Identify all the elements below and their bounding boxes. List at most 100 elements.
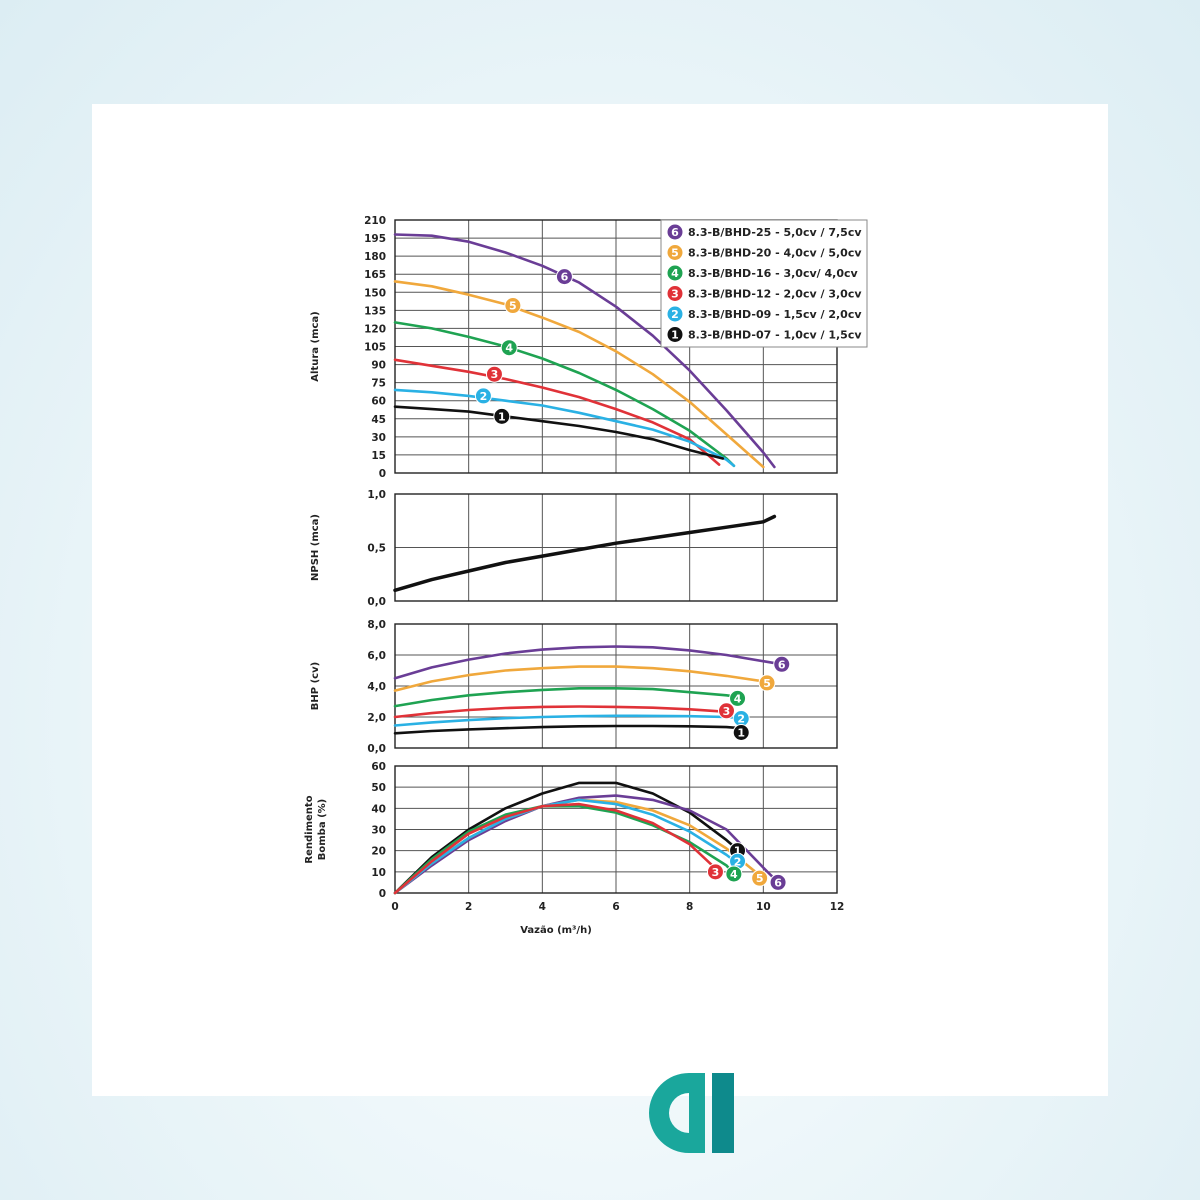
series-marker-6: 6 — [773, 655, 791, 673]
marker-number: 6 — [778, 658, 786, 671]
marker-circle — [666, 305, 684, 323]
y-tick-label: 15 — [371, 450, 386, 462]
x-axis-label: Vazão (m³/h) — [520, 925, 592, 936]
y-tick-label: 120 — [364, 323, 386, 335]
y-axis-label: BHP (cv) — [310, 662, 321, 710]
y-tick-label: 150 — [364, 287, 386, 299]
marker-number: 3 — [712, 866, 720, 879]
y-tick-label: 75 — [371, 378, 386, 390]
y-tick-label: 165 — [364, 269, 386, 281]
y-tick-label: 0,5 — [367, 543, 386, 555]
series-marker-1: 1 — [732, 724, 750, 741]
marker-circle — [666, 285, 684, 302]
marker-number: 1 — [734, 845, 742, 858]
legend-entry-label: 8.3-B/BHD-09 - 1,5cv / 2,0cv — [688, 308, 862, 321]
marker-circle — [725, 865, 743, 883]
y-tick-label: 0 — [379, 888, 386, 900]
x-tick-label: 2 — [465, 901, 472, 913]
series-marker-4: 4 — [729, 689, 747, 707]
logo-bowl — [649, 1073, 705, 1153]
y-tick-label: 30 — [371, 432, 386, 444]
y-tick-label: 90 — [371, 360, 386, 372]
marker-number: 1 — [671, 329, 679, 342]
y-tick-label: 20 — [371, 846, 386, 858]
series-line-1 — [393, 724, 739, 735]
series-line-6 — [393, 794, 780, 895]
panel-altura: 0153045607590105120135150165180195210Alt… — [310, 215, 868, 480]
plot-frame — [394, 623, 838, 749]
y-tick-label: 0 — [379, 468, 386, 480]
marker-number: 5 — [763, 677, 771, 690]
series-line-1 — [393, 405, 725, 460]
series-marker-2: 2 — [474, 387, 492, 405]
plot-frame — [394, 493, 838, 602]
y-tick-label: 180 — [364, 251, 386, 263]
series-line-3 — [393, 802, 721, 895]
y-tick-label: 0,0 — [367, 596, 386, 608]
legend-marker-1: 1 — [666, 326, 684, 343]
series-line-4 — [393, 804, 736, 895]
y-tick-label: 50 — [371, 782, 386, 794]
series-marker-5: 5 — [751, 869, 769, 887]
y-tick-label: 0,0 — [367, 743, 386, 755]
x-tick-label: 4 — [539, 901, 546, 913]
y-tick-label: 10 — [371, 867, 386, 879]
brand-a-logo-icon — [649, 1073, 734, 1153]
series-line-2 — [393, 798, 739, 895]
y-tick-label: 1,0 — [367, 489, 386, 501]
series-line-5 — [393, 665, 765, 692]
legend-marker-5: 5 — [666, 244, 684, 261]
marker-circle — [732, 724, 750, 741]
marker-circle — [751, 869, 769, 887]
y-tick-label: 105 — [364, 342, 386, 354]
marker-number: 1 — [737, 727, 745, 740]
y-tick-label: 40 — [371, 803, 386, 815]
series-marker-4: 4 — [500, 339, 518, 357]
legend-marker-3: 3 — [666, 285, 684, 302]
marker-number: 2 — [671, 308, 679, 321]
marker-number: 2 — [480, 390, 488, 403]
marker-circle — [555, 268, 573, 286]
marker-number: 2 — [737, 713, 745, 726]
y-tick-label: 2,0 — [367, 712, 386, 724]
marker-circle — [666, 326, 684, 343]
y-tick-label: 60 — [371, 761, 386, 773]
marker-number: 1 — [498, 410, 506, 423]
y-tick-label: 210 — [364, 215, 386, 227]
marker-number: 5 — [756, 872, 764, 885]
legend: 6 8.3-B/BHD-25 - 5,0cv / 7,5cv 5 8.3-B/BHD-… — [660, 219, 868, 348]
marker-circle — [706, 863, 724, 881]
series-marker-6: 6 — [769, 873, 787, 891]
series-line-4 — [393, 687, 739, 708]
series-marker-5: 5 — [758, 674, 776, 692]
y-tick-label: 4,0 — [367, 681, 386, 693]
series-marker-1: 1 — [493, 407, 511, 425]
marker-number: 5 — [509, 300, 517, 313]
y-tick-label: 195 — [364, 233, 386, 245]
y-tick-label: 8,0 — [367, 619, 386, 631]
y-tick-label: 6,0 — [367, 650, 386, 662]
y-axis-label: Rendimento Bomba (%) — [304, 795, 328, 863]
marker-circle — [485, 365, 503, 383]
marker-number: 6 — [671, 226, 679, 239]
x-tick-label: 0 — [391, 901, 398, 913]
y-axis-label: NPSH (mca) — [310, 514, 321, 581]
series-marker-3: 3 — [718, 702, 735, 720]
white-card: 0 15 30 45 60 75 90 105 120 135 150 165 180 195 210 Alt… — [92, 104, 1108, 1153]
marker-number: 2 — [734, 855, 742, 868]
legend-entry-label: 8.3-B/BHD-07 - 1,0cv / 1,5cv — [688, 329, 862, 342]
legend-entry-label: 8.3-B/BHD-20 - 4,0cv / 5,0cv — [688, 247, 862, 260]
marker-number: 6 — [561, 271, 569, 284]
x-tick-label: 12 — [830, 901, 845, 913]
series-line-1 — [393, 781, 743, 895]
legend-entry-label: 8.3-B/BHD-12 - 2,0cv / 3,0cv — [688, 288, 862, 301]
marker-number: 3 — [491, 368, 499, 381]
series-line-2 — [393, 388, 736, 468]
series-line-2 — [393, 714, 739, 727]
x-tick-label: 6 — [612, 901, 619, 913]
series-line-6 — [393, 233, 776, 469]
legend-entry-label: 8.3-B/BHD-25 - 5,0cv / 7,5cv — [688, 226, 862, 239]
marker-number: 4 — [730, 868, 738, 881]
